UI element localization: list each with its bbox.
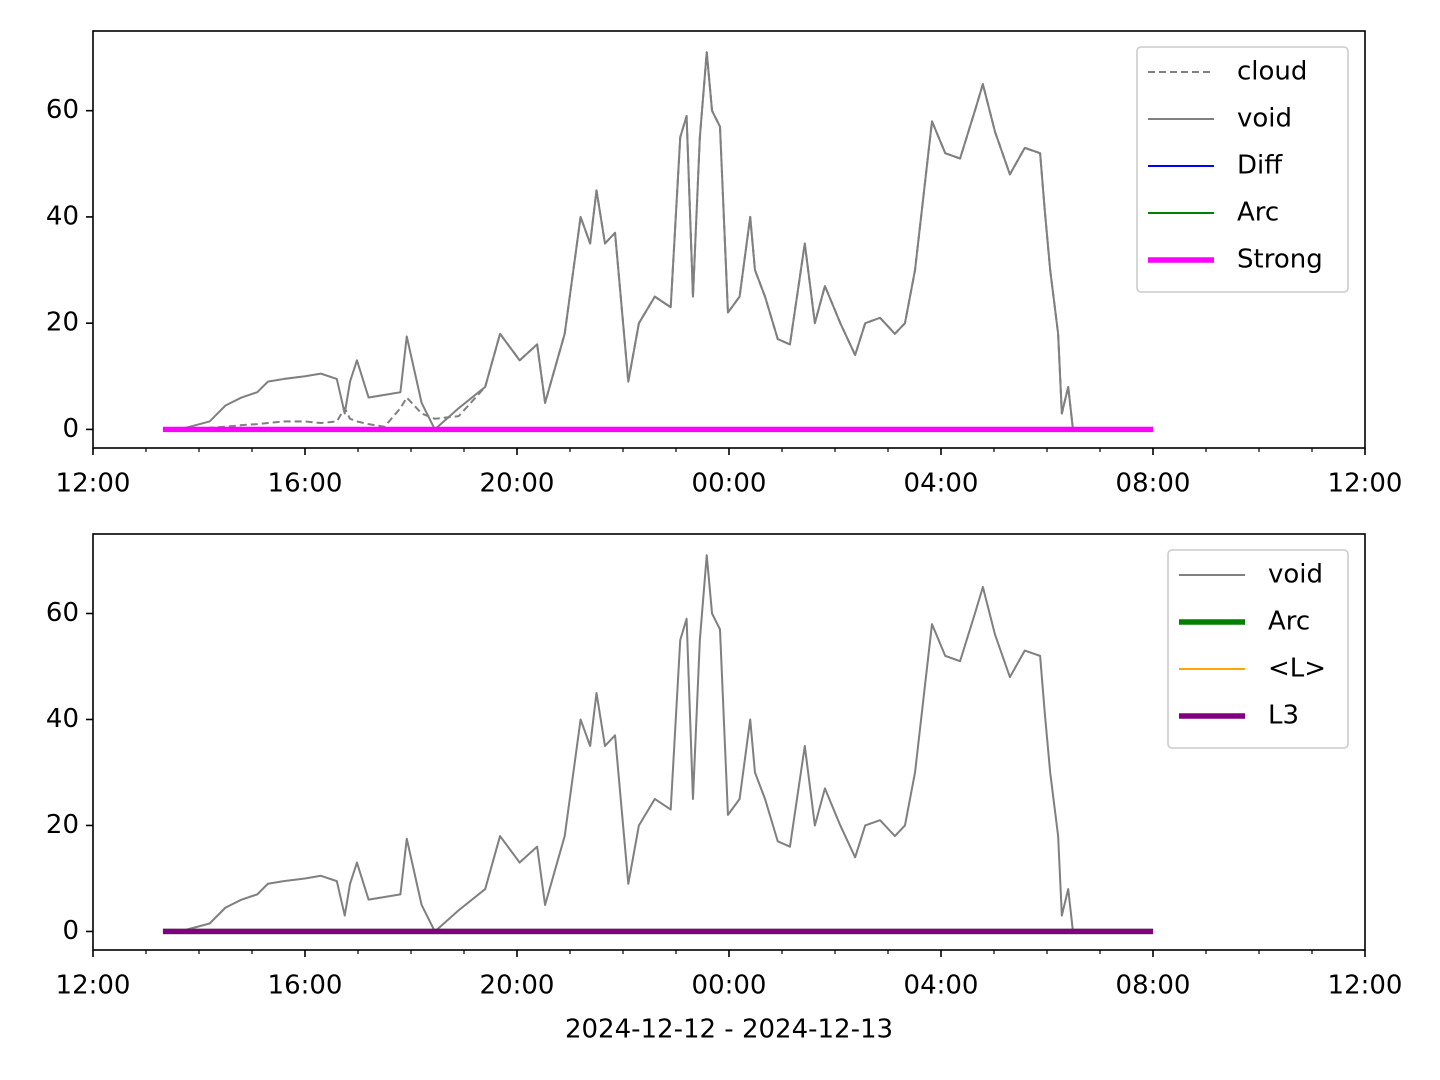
y-tick-label: 20 [46,308,79,338]
y-tick-label: 60 [46,95,79,125]
x-axis-label: 2024-12-12 - 2024-12-13 [565,1015,893,1045]
legend-label: Diff [1237,151,1283,181]
y-tick-label: 40 [46,201,79,231]
legend-label: void [1237,104,1292,134]
x-tick-label: 04:00 [904,469,979,499]
legend-label: L3 [1268,701,1299,731]
x-tick-label: 16:00 [268,469,343,499]
plot-area [162,51,1153,433]
x-tick-label: 12:00 [1328,971,1403,1001]
x-tick-label: 08:00 [1116,971,1191,1001]
y-tick-label: 0 [62,414,79,444]
y-tick-label: 40 [46,704,79,734]
legend-label: cloud [1237,57,1307,87]
x-tick-label: 12:00 [56,469,131,499]
x-tick-label: 00:00 [692,971,767,1001]
y-tick-label: 0 [62,916,79,946]
legend-label: Arc [1237,198,1279,228]
series-line [162,554,1074,933]
x-tick-label: 08:00 [1116,469,1191,499]
x-tick-label: 12:00 [56,971,131,1001]
x-tick-label: 12:00 [1328,469,1403,499]
legend-label: Strong [1237,245,1323,275]
legend-label: Arc [1268,607,1310,637]
x-tick-label: 16:00 [268,971,343,1001]
series-line [162,51,1074,431]
x-tick-label: 20:00 [480,971,555,1001]
y-tick-label: 60 [46,598,79,628]
legend-box [1167,549,1349,749]
legend-label: <L> [1268,654,1326,684]
x-tick-label: 00:00 [692,469,767,499]
x-tick-label: 20:00 [480,469,555,499]
series-line [162,51,1074,431]
y-tick-label: 20 [46,810,79,840]
x-tick-label: 04:00 [904,971,979,1001]
legend-box [1136,46,1349,293]
plot-area [162,554,1153,935]
legend-label: void [1268,560,1323,590]
